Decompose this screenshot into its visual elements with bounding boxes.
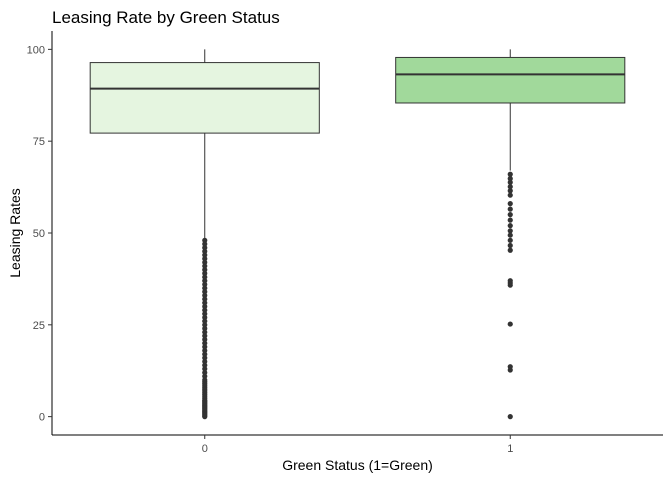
outlier-point xyxy=(202,267,208,273)
outlier-point xyxy=(507,179,513,185)
outlier-point xyxy=(202,248,208,254)
iqr-box xyxy=(395,56,626,104)
outlier-point xyxy=(202,325,208,332)
x-tick-label: 0 xyxy=(202,443,208,455)
outlier-point xyxy=(202,318,208,324)
outlier-point xyxy=(202,358,208,365)
outlier-point xyxy=(202,351,208,357)
chart-marks xyxy=(89,49,626,420)
outlier-point xyxy=(507,212,513,218)
outlier-point xyxy=(507,364,513,370)
outlier-point xyxy=(507,278,513,284)
outlier-point xyxy=(507,414,513,420)
outlier-point xyxy=(202,259,208,265)
y-tick-label: 25 xyxy=(33,320,45,332)
outlier-point xyxy=(202,245,208,251)
box-group-0 xyxy=(89,49,320,420)
y-tick-label: 75 xyxy=(33,136,45,148)
outlier-point xyxy=(507,201,513,207)
outlier-point xyxy=(202,300,208,306)
outlier-point xyxy=(202,281,208,288)
outlier-point xyxy=(507,206,513,212)
outlier-point xyxy=(507,223,513,229)
outlier-point xyxy=(202,329,208,335)
outlier-point xyxy=(507,247,513,253)
y-axis-ticks: 0 25 50 75 100 xyxy=(27,44,52,424)
outlier-point xyxy=(202,369,208,376)
outlier-point xyxy=(202,340,208,346)
outlier-point xyxy=(202,241,208,247)
box-group-1 xyxy=(395,49,626,420)
outlier-point xyxy=(202,237,208,243)
outlier-point xyxy=(507,237,513,243)
outlier-point xyxy=(202,347,208,354)
outlier-point xyxy=(507,321,513,327)
outlier-point xyxy=(202,307,208,313)
outlier-point xyxy=(202,333,208,339)
outlier-point xyxy=(507,217,513,223)
outlier-point xyxy=(202,336,208,343)
outlier-point xyxy=(202,366,208,372)
outlier-point xyxy=(202,285,208,291)
chart-title: Leasing Rate by Green Status xyxy=(52,8,280,27)
outlier-point xyxy=(202,344,208,350)
outlier-point xyxy=(202,270,208,276)
outlier-point xyxy=(507,228,513,234)
y-tick-label: 0 xyxy=(39,412,45,424)
y-tick-label: 50 xyxy=(33,228,45,240)
iqr-box xyxy=(89,62,320,134)
outlier-point xyxy=(507,232,513,238)
outlier-point xyxy=(507,176,513,182)
outlier-point xyxy=(202,377,208,383)
x-tick-label: 1 xyxy=(507,443,513,455)
outlier-point xyxy=(202,355,208,361)
outlier-point xyxy=(202,311,208,317)
outlier-point xyxy=(202,252,208,258)
outlier-point xyxy=(202,263,208,269)
outlier-point xyxy=(202,274,208,280)
outlier-point xyxy=(202,373,208,379)
y-tick-label: 100 xyxy=(27,44,45,56)
outlier-point xyxy=(507,242,513,249)
x-axis-title: Green Status (1=Green) xyxy=(282,457,433,473)
outlier-point xyxy=(202,256,208,262)
outlier-point xyxy=(202,292,208,299)
outlier-point xyxy=(507,171,513,177)
outlier-point xyxy=(202,362,208,368)
outlier-point xyxy=(202,314,208,321)
outlier-point xyxy=(202,278,208,284)
y-axis-title: Leasing Rates xyxy=(7,188,23,278)
outlier-point xyxy=(202,322,208,328)
outlier-point xyxy=(202,296,208,302)
outlier-point xyxy=(507,188,513,194)
outlier-point xyxy=(202,289,208,295)
outlier-point xyxy=(507,192,513,198)
outlier-point xyxy=(202,303,208,310)
outlier-point xyxy=(507,184,513,190)
